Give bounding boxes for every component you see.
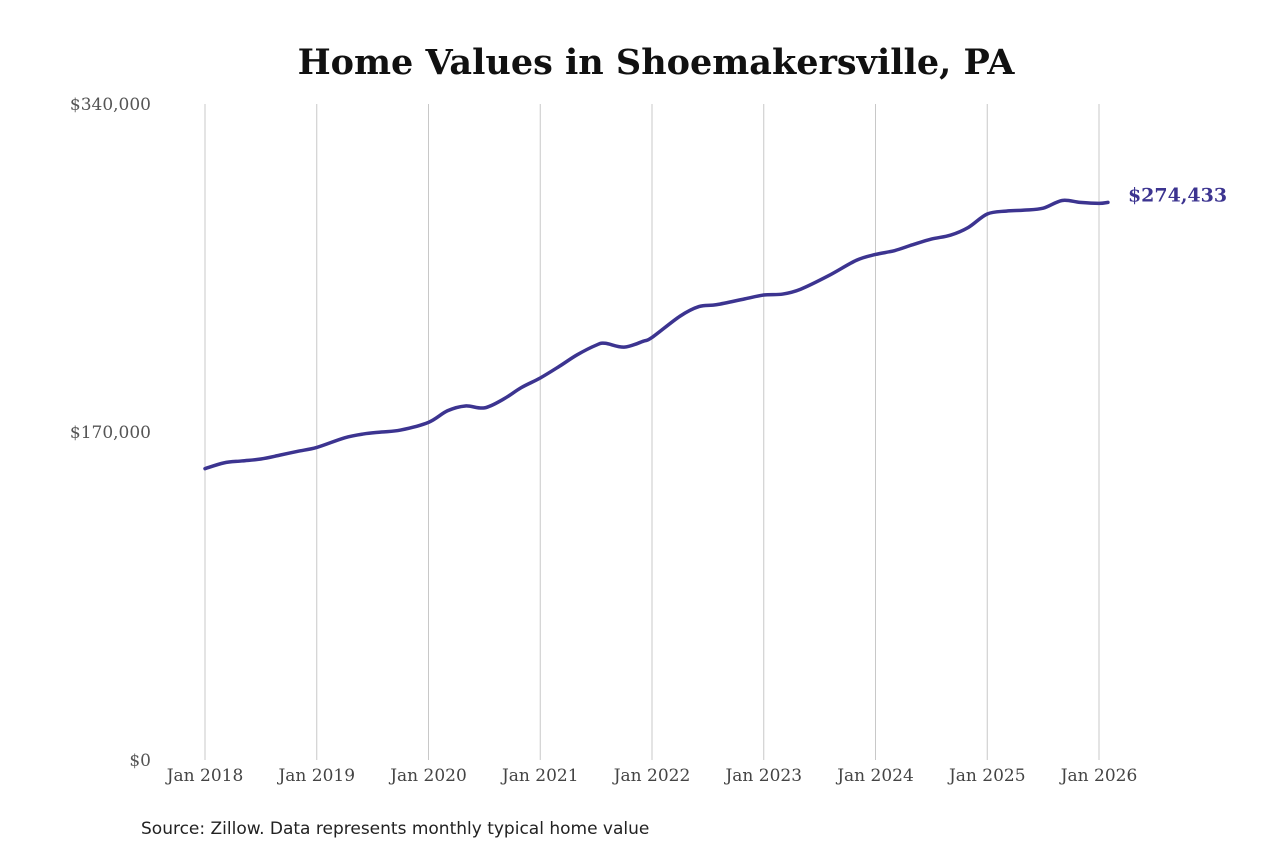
chart-title: Home Values in Shoemakersville, PA <box>298 42 1016 83</box>
y-tick-label: $0 <box>129 751 151 771</box>
gridlines <box>204 104 1100 760</box>
x-tick-label: Jan 2026 <box>1059 766 1138 786</box>
x-tick-label: Jan 2022 <box>612 766 691 786</box>
y-tick-label: $340,000 <box>70 95 151 115</box>
x-axis: Jan 2018 Jan 2019 Jan 2020 Jan 2021 Jan 2022… <box>165 766 1138 786</box>
end-value-label: $274,433 <box>1128 184 1227 206</box>
home-value-line <box>203 198 1110 471</box>
x-tick-label: Jan 2019 <box>276 766 355 786</box>
y-axis: $0 $170,000 $340,000 <box>70 95 151 771</box>
x-tick-label: Jan 2021 <box>500 766 579 786</box>
x-tick-label: Jan 2018 <box>165 766 244 786</box>
x-tick-label: Jan 2025 <box>947 766 1026 786</box>
x-tick-label: Jan 2024 <box>835 766 914 786</box>
source-note: Source: Zillow. Data represents monthly … <box>141 819 649 839</box>
x-tick-label: Jan 2020 <box>388 766 467 786</box>
x-tick-label: Jan 2023 <box>723 766 802 786</box>
y-tick-label: $170,000 <box>70 423 151 443</box>
